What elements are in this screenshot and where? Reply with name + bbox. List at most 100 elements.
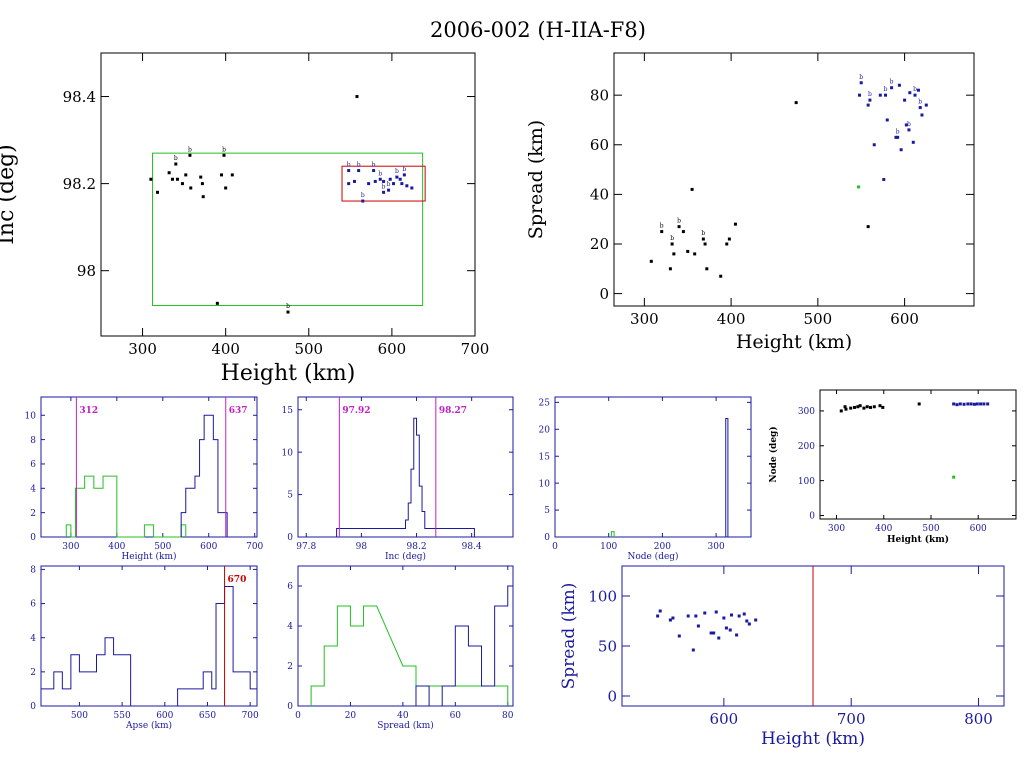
data-point [703, 611, 707, 615]
histogram-series-0 [336, 417, 475, 537]
data-point [180, 182, 184, 186]
data-point [156, 190, 160, 194]
histogram-series-0 [310, 605, 509, 706]
data-point [857, 185, 861, 189]
data-point [220, 173, 224, 177]
y-axis-label: Spread (km) [525, 120, 547, 239]
data-point [286, 310, 290, 314]
x-tick-label: 550 [114, 711, 131, 721]
data-point [668, 267, 672, 271]
data-point [747, 622, 751, 626]
x-tick-label: 20 [345, 711, 357, 721]
data-point [872, 143, 876, 147]
data-point [952, 402, 956, 406]
data-point [843, 405, 847, 409]
data-point [347, 169, 351, 173]
data-point [858, 404, 862, 408]
x-tick-label: 300 [828, 524, 845, 534]
data-point [866, 225, 870, 229]
x-tick-label: 400 [108, 542, 125, 552]
point-marker: b [174, 155, 178, 162]
y-tick-label: 0 [544, 533, 550, 543]
data-point [691, 648, 695, 652]
x-axis-label: Spread (km) [377, 720, 434, 731]
x-tick-label: 650 [199, 711, 216, 721]
plot-frame [100, 52, 476, 337]
chart-inc_vs_height: 300 400 500 600 700 98 98.2 98.4 Height (km) Inc … [0, 52, 490, 386]
data-point [357, 169, 361, 173]
x-tick-label: 400 [875, 524, 892, 534]
data-point [754, 618, 758, 622]
plot-frame [297, 565, 514, 707]
data-point [681, 230, 685, 234]
y-tick-label: 98 [77, 262, 96, 280]
plot-frame [613, 52, 975, 307]
data-point [955, 403, 959, 407]
y-tick-label: 0 [287, 533, 293, 543]
y-tick-label: 6 [30, 460, 36, 470]
data-point [899, 148, 903, 152]
y-tick-label: 8 [30, 566, 36, 576]
data-point [224, 186, 228, 190]
y-tick-label: 50 [598, 637, 617, 655]
reference-line-label: 97.92 [342, 406, 370, 416]
x-tick-label: 700 [242, 711, 259, 721]
data-point [199, 175, 203, 179]
data-point [686, 614, 690, 618]
y-tick-label: 2 [287, 662, 293, 672]
histogram-series-1 [415, 585, 514, 707]
data-point [896, 135, 900, 139]
data-point [911, 140, 915, 144]
point-marker: b [701, 230, 705, 237]
plot-frame [554, 396, 752, 538]
data-point [347, 182, 351, 186]
point-marker: b [188, 146, 192, 153]
point-marker: b [918, 99, 922, 106]
data-point [693, 252, 697, 256]
y-tick-label: 4 [30, 634, 36, 644]
x-tick-label: 600 [378, 340, 407, 358]
y-tick-label: 0 [809, 512, 815, 522]
data-point [975, 402, 979, 406]
data-point [410, 186, 414, 190]
x-tick-label: 700 [461, 340, 490, 358]
y-tick-label: 20 [539, 425, 551, 435]
x-tick-label: 600 [710, 710, 739, 728]
data-point [361, 199, 365, 203]
data-point [737, 614, 741, 618]
data-point [352, 179, 356, 183]
data-point [712, 631, 716, 635]
data-point [405, 184, 409, 188]
data-point [735, 633, 739, 637]
histogram-series-0 [610, 531, 615, 537]
x-tick-label: 40 [397, 711, 409, 721]
data-point [727, 237, 731, 241]
x-tick-label: 400 [717, 310, 746, 328]
point-marker: b [913, 86, 917, 93]
data-point [885, 118, 889, 122]
x-tick-label: 600 [200, 542, 217, 552]
y-tick-label: 6 [287, 582, 293, 592]
x-tick-label: 60 [450, 711, 462, 721]
x-tick-label: 700 [246, 542, 263, 552]
x-tick-label: 600 [970, 524, 987, 534]
data-point [392, 182, 396, 186]
data-point [705, 267, 709, 271]
x-tick-label: 200 [654, 542, 671, 552]
data-point [881, 405, 885, 409]
data-point [728, 628, 732, 632]
x-tick-label: 300 [630, 310, 659, 328]
data-point [230, 173, 234, 177]
data-point [917, 402, 921, 406]
y-tick-label: 10 [25, 411, 37, 421]
data-point [979, 402, 983, 406]
data-point [884, 93, 888, 97]
data-point [658, 609, 662, 613]
point-marker: b [868, 91, 872, 98]
data-point [794, 101, 798, 105]
x-tick-label: 700 [837, 710, 866, 728]
data-point [916, 88, 920, 92]
data-point [719, 274, 723, 278]
data-point [924, 103, 928, 107]
